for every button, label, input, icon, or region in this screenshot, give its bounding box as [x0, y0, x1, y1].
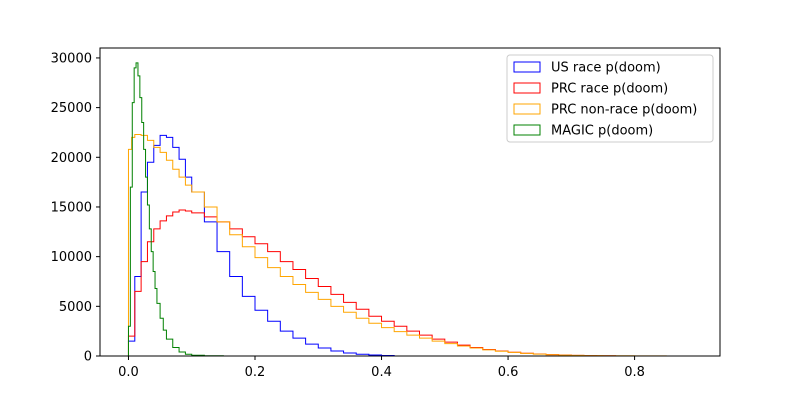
x-tick-label: 0.2: [245, 365, 266, 380]
y-tick-label: 5000: [59, 300, 92, 315]
legend: US race p(doom) PRC race p(doom) PRC non-r…: [506, 54, 714, 143]
y-tick-label: 30000: [51, 51, 92, 66]
x-tick-label: 0.4: [371, 365, 392, 380]
legend-box: [506, 54, 714, 143]
x-axis: 0.0 0.2 0.4 0.6 0.8: [118, 356, 645, 380]
series-line-2: [127, 133, 693, 357]
legend-swatch-0: [513, 61, 541, 73]
legend-label-3: MAGIC p(doom): [551, 124, 653, 139]
y-tick-label: 25000: [51, 101, 92, 116]
y-tick-label: 0: [84, 350, 92, 365]
plot-frame: [99, 47, 721, 357]
series-line-3: [127, 62, 224, 357]
y-tick-label: 20000: [51, 151, 92, 166]
legend-label-2: PRC non-race p(doom): [551, 103, 697, 118]
legend-swatch-2: [513, 103, 541, 115]
legend-label-1: PRC race p(doom): [551, 82, 668, 97]
x-tick-label: 0.0: [118, 365, 139, 380]
y-tick-label: 10000: [51, 250, 92, 265]
x-tick-label: 0.8: [624, 365, 645, 380]
legend-swatch-3: [513, 124, 541, 136]
series-line-0: [127, 134, 395, 356]
series-layer: [127, 62, 693, 357]
y-axis: 0 5000 10000 15000 20000 25000 30000: [51, 51, 100, 365]
x-tick-label: 0.6: [498, 365, 519, 380]
y-tick-label: 15000: [51, 200, 92, 215]
legend-label-0: US race p(doom): [551, 61, 661, 76]
legend-swatch-1: [513, 82, 541, 94]
